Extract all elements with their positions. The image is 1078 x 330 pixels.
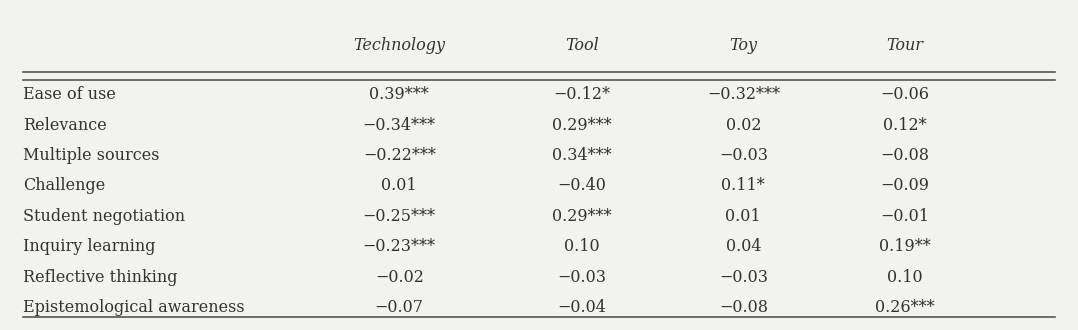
Text: −0.23***: −0.23*** [362, 238, 436, 255]
Text: −0.03: −0.03 [719, 269, 768, 286]
Text: 0.01: 0.01 [382, 178, 417, 194]
Text: Relevance: Relevance [23, 116, 107, 134]
Text: 0.01: 0.01 [725, 208, 761, 225]
Text: Challenge: Challenge [23, 178, 106, 194]
Text: −0.25***: −0.25*** [362, 208, 436, 225]
Text: 0.29***: 0.29*** [552, 208, 612, 225]
Text: −0.04: −0.04 [557, 299, 607, 316]
Text: −0.08: −0.08 [880, 147, 929, 164]
Text: 0.12*: 0.12* [883, 116, 926, 134]
Text: Reflective thinking: Reflective thinking [23, 269, 178, 286]
Text: 0.04: 0.04 [725, 238, 761, 255]
Text: Epistemological awareness: Epistemological awareness [23, 299, 245, 316]
Text: −0.07: −0.07 [375, 299, 424, 316]
Text: Technology: Technology [354, 37, 445, 54]
Text: Inquiry learning: Inquiry learning [23, 238, 155, 255]
Text: 0.29***: 0.29*** [552, 116, 612, 134]
Text: −0.32***: −0.32*** [707, 86, 779, 103]
Text: Tour: Tour [886, 37, 923, 54]
Text: 0.34***: 0.34*** [552, 147, 612, 164]
Text: −0.02: −0.02 [375, 269, 424, 286]
Text: Student negotiation: Student negotiation [23, 208, 185, 225]
Text: 0.02: 0.02 [725, 116, 761, 134]
Text: −0.09: −0.09 [880, 178, 929, 194]
Text: Toy: Toy [730, 37, 757, 54]
Text: Tool: Tool [565, 37, 599, 54]
Text: 0.19**: 0.19** [879, 238, 930, 255]
Text: −0.03: −0.03 [719, 147, 768, 164]
Text: Multiple sources: Multiple sources [23, 147, 160, 164]
Text: −0.03: −0.03 [557, 269, 607, 286]
Text: −0.34***: −0.34*** [362, 116, 436, 134]
Text: 0.39***: 0.39*** [370, 86, 429, 103]
Text: −0.12*: −0.12* [553, 86, 610, 103]
Text: −0.08: −0.08 [719, 299, 768, 316]
Text: Ease of use: Ease of use [23, 86, 115, 103]
Text: −0.06: −0.06 [880, 86, 929, 103]
Text: −0.22***: −0.22*** [363, 147, 436, 164]
Text: 0.10: 0.10 [564, 238, 599, 255]
Text: −0.01: −0.01 [880, 208, 929, 225]
Text: 0.26***: 0.26*** [874, 299, 935, 316]
Text: −0.40: −0.40 [557, 178, 607, 194]
Text: 0.10: 0.10 [887, 269, 923, 286]
Text: 0.11*: 0.11* [721, 178, 765, 194]
